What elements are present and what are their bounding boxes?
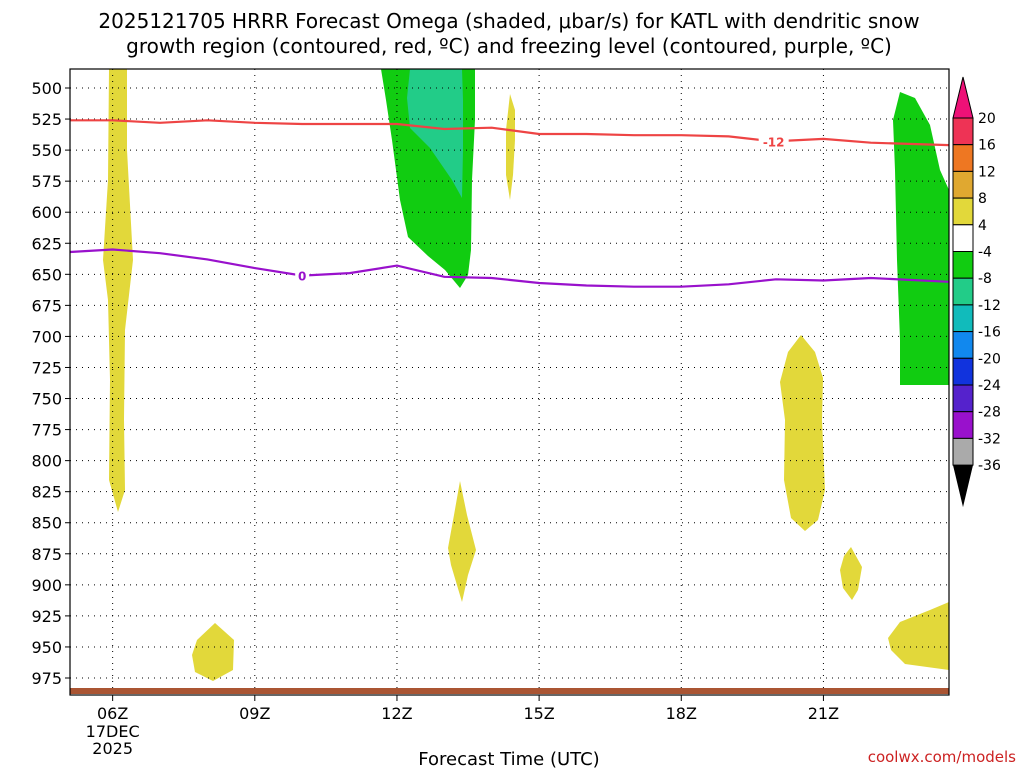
colorbar-label-2: 12 bbox=[978, 164, 996, 180]
x-axis-label: Forecast Time (UTC) bbox=[418, 749, 599, 768]
xtick-label-06Z: 06Z bbox=[97, 704, 128, 723]
colorbar-label-12: -32 bbox=[978, 431, 1001, 447]
ytick-label-575: 575 bbox=[31, 172, 62, 191]
colorbar-swatch-11 bbox=[952, 411, 974, 439]
omega-region-yellow-20z bbox=[780, 335, 825, 531]
ytick-label-500: 500 bbox=[31, 79, 62, 98]
y-axis: 500 525 550 575 600 625 650 675 700 725 750 775 800 8… bbox=[31, 79, 70, 688]
contour-label-dgz: -12 bbox=[763, 135, 785, 149]
contour-label-bg-0 bbox=[758, 133, 789, 149]
omega-region-yellow-06z bbox=[103, 69, 133, 512]
colorbar-swatch-7 bbox=[952, 304, 974, 333]
colorbar-label-6: -8 bbox=[978, 271, 992, 287]
colorbar-label-9: -20 bbox=[978, 351, 1001, 367]
colorbar-label-8: -16 bbox=[978, 325, 1001, 341]
colorbar-swatch-0 bbox=[952, 117, 974, 146]
xtick-label-15Z: 15Z bbox=[523, 704, 554, 723]
contour-label-bg-1 bbox=[295, 267, 310, 283]
xtick-sublabel-1: 2025 bbox=[92, 739, 133, 758]
ytick-label-850: 850 bbox=[31, 514, 62, 533]
ytick-label-725: 725 bbox=[31, 358, 62, 377]
ytick-label-750: 750 bbox=[31, 390, 62, 409]
colorbar-swatch-10 bbox=[952, 384, 974, 413]
chart-title-line2: growth region (contoured, red, ºC) and f… bbox=[126, 34, 892, 58]
colorbar-label-4: 4 bbox=[978, 218, 987, 234]
watermark: coolwx.com/models bbox=[868, 748, 1016, 766]
colorbar-swatch-8 bbox=[952, 331, 974, 359]
xtick-label-21Z: 21Z bbox=[808, 704, 839, 723]
colorbar-swatch-1 bbox=[952, 144, 974, 172]
ytick-label-550: 550 bbox=[31, 141, 62, 160]
colorbar-swatch-5 bbox=[952, 251, 974, 279]
omega-region-yellow-08z bbox=[192, 623, 234, 681]
ytick-label-625: 625 bbox=[31, 234, 62, 253]
colorbar-label-1: 16 bbox=[978, 138, 996, 154]
colorbar-label-7: -12 bbox=[978, 298, 1001, 314]
xtick-sublabel-0: 17DEC bbox=[86, 722, 140, 741]
contour-line-freezing bbox=[69, 248, 950, 288]
colorbar-top-arrow bbox=[952, 76, 974, 119]
omega-region-teal-12z bbox=[407, 69, 463, 198]
plot-frame bbox=[69, 68, 950, 696]
ytick-label-650: 650 bbox=[31, 265, 62, 284]
chart-title-line1: 2025121705 HRRR Forecast Omega (shaded, … bbox=[98, 9, 919, 33]
omega-region-yellow-22z bbox=[888, 602, 949, 670]
contour-label-freezing: 0 bbox=[298, 270, 306, 284]
grid-lines bbox=[70, 69, 949, 695]
colorbar-label-13: -36 bbox=[978, 458, 1001, 474]
xtick-label-12Z: 12Z bbox=[381, 704, 412, 723]
omega-region-yellow-14z bbox=[506, 94, 515, 200]
ytick-label-900: 900 bbox=[31, 576, 62, 595]
ytick-label-525: 525 bbox=[31, 110, 62, 129]
xtick-label-09Z: 09Z bbox=[239, 704, 270, 723]
ytick-label-600: 600 bbox=[31, 203, 62, 222]
colorbar-swatch-9 bbox=[952, 357, 974, 386]
omega-region-yellow-13z bbox=[448, 481, 476, 602]
ytick-label-775: 775 bbox=[31, 421, 62, 440]
ytick-label-825: 825 bbox=[31, 483, 62, 502]
colorbar-swatch-3 bbox=[952, 197, 974, 226]
colorbar-label-11: -28 bbox=[978, 405, 1001, 421]
ytick-label-700: 700 bbox=[31, 327, 62, 346]
ytick-label-800: 800 bbox=[31, 452, 62, 471]
colorbar-swatch-2 bbox=[952, 170, 974, 199]
colorbar-label-3: 8 bbox=[978, 191, 987, 207]
colorbar-label-10: -24 bbox=[978, 378, 1001, 394]
ytick-label-675: 675 bbox=[31, 296, 62, 315]
ytick-label-925: 925 bbox=[31, 607, 62, 626]
ytick-label-975: 975 bbox=[31, 669, 62, 688]
surface-ground-strip bbox=[70, 688, 949, 694]
colorbar-swatch-6 bbox=[952, 277, 974, 306]
omega-region-green-22z bbox=[893, 92, 949, 385]
colorbar: 20 16 12 8 4 -4 -8 -12 -16 -20 -24 -28 -32 -36 bbox=[952, 76, 1001, 508]
colorbar-swatch-12 bbox=[952, 437, 974, 466]
ytick-label-950: 950 bbox=[31, 638, 62, 657]
contour-lines: -12 0 bbox=[69, 119, 950, 288]
colorbar-label-5: -4 bbox=[978, 245, 992, 261]
omega-region-yellow-21z bbox=[840, 547, 862, 600]
colorbar-bottom-arrow bbox=[953, 465, 973, 508]
colorbar-label-0: 20 bbox=[978, 111, 996, 127]
shaded-regions bbox=[103, 69, 949, 681]
xtick-label-18Z: 18Z bbox=[666, 704, 697, 723]
colorbar-swatch-4 bbox=[952, 224, 974, 253]
ytick-label-875: 875 bbox=[31, 545, 62, 564]
